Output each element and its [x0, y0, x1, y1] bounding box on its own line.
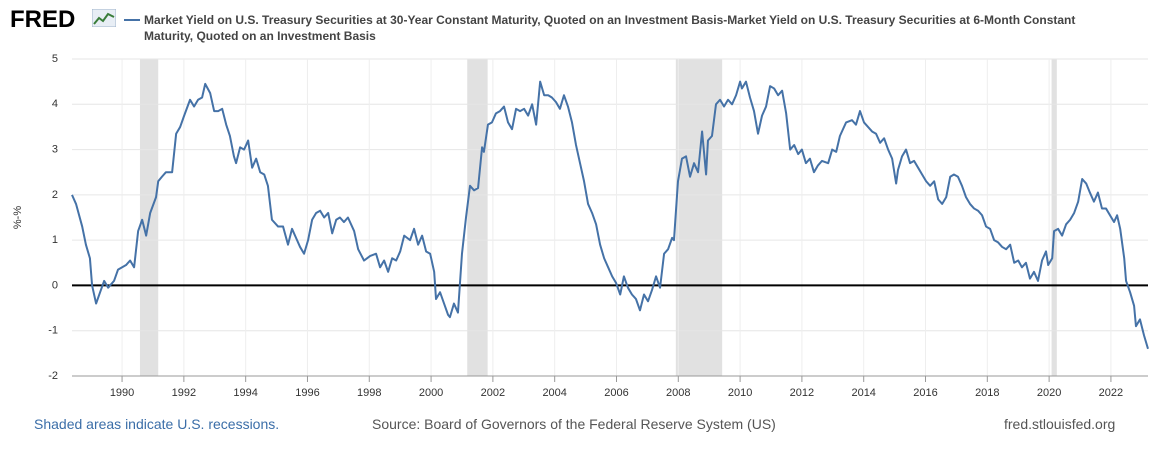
- logo-icon: [92, 9, 116, 27]
- y-tick-label: 0: [52, 279, 58, 291]
- x-tick-label: 2020: [1037, 387, 1061, 399]
- recession-note: Shaded areas indicate U.S. recessions.: [34, 416, 280, 432]
- x-tick-label: 1994: [233, 387, 257, 399]
- x-tick-label: 2010: [728, 387, 752, 399]
- y-tick-label: 4: [52, 98, 58, 110]
- y-tick-label: 3: [52, 143, 58, 155]
- x-tick-label: 2014: [851, 387, 875, 399]
- y-axis-label: %-%: [12, 206, 24, 229]
- data-line: [71, 80, 1149, 350]
- site-link[interactable]: fred.stlouisfed.org: [1004, 416, 1116, 432]
- recession-band: [467, 59, 488, 376]
- y-tick-label: 1: [52, 234, 58, 246]
- x-tick-label: 1998: [357, 387, 381, 399]
- x-tick-label: 1996: [295, 387, 319, 399]
- x-tick-label: 2002: [481, 387, 505, 399]
- x-tick-label: 2018: [975, 387, 999, 399]
- y-tick-label: -1: [48, 325, 58, 337]
- x-tick-label: 2022: [1099, 387, 1123, 399]
- x-tick-label: 2006: [604, 387, 628, 399]
- x-tick-label: 2004: [542, 387, 566, 399]
- x-tick-label: 1992: [172, 387, 196, 399]
- x-tick-label: 1990: [110, 387, 134, 399]
- plot-area: [72, 59, 1148, 376]
- legend-swatch: [124, 19, 140, 21]
- logo[interactable]: FRED: [10, 6, 76, 33]
- y-tick-label: 2: [52, 189, 58, 201]
- x-tick-label: 2012: [790, 387, 814, 399]
- legend-label: Market Yield on U.S. Treasury Securities…: [144, 13, 1076, 43]
- x-tick-label: 2008: [666, 387, 690, 399]
- legend: Market Yield on U.S. Treasury Securities…: [124, 12, 1124, 44]
- y-tick-label: 5: [52, 53, 58, 65]
- x-tick-label: 2016: [913, 387, 937, 399]
- chart: -2 -1 0 1 2 3 4 5 1990 1992 1994 1996 1998 2000 2002 20…: [12, 53, 1149, 399]
- x-tick-label: 2000: [419, 387, 443, 399]
- y-tick-label: -2: [48, 370, 58, 382]
- recession-band: [1051, 59, 1057, 376]
- source-note: Source: Board of Governors of the Federa…: [372, 416, 776, 432]
